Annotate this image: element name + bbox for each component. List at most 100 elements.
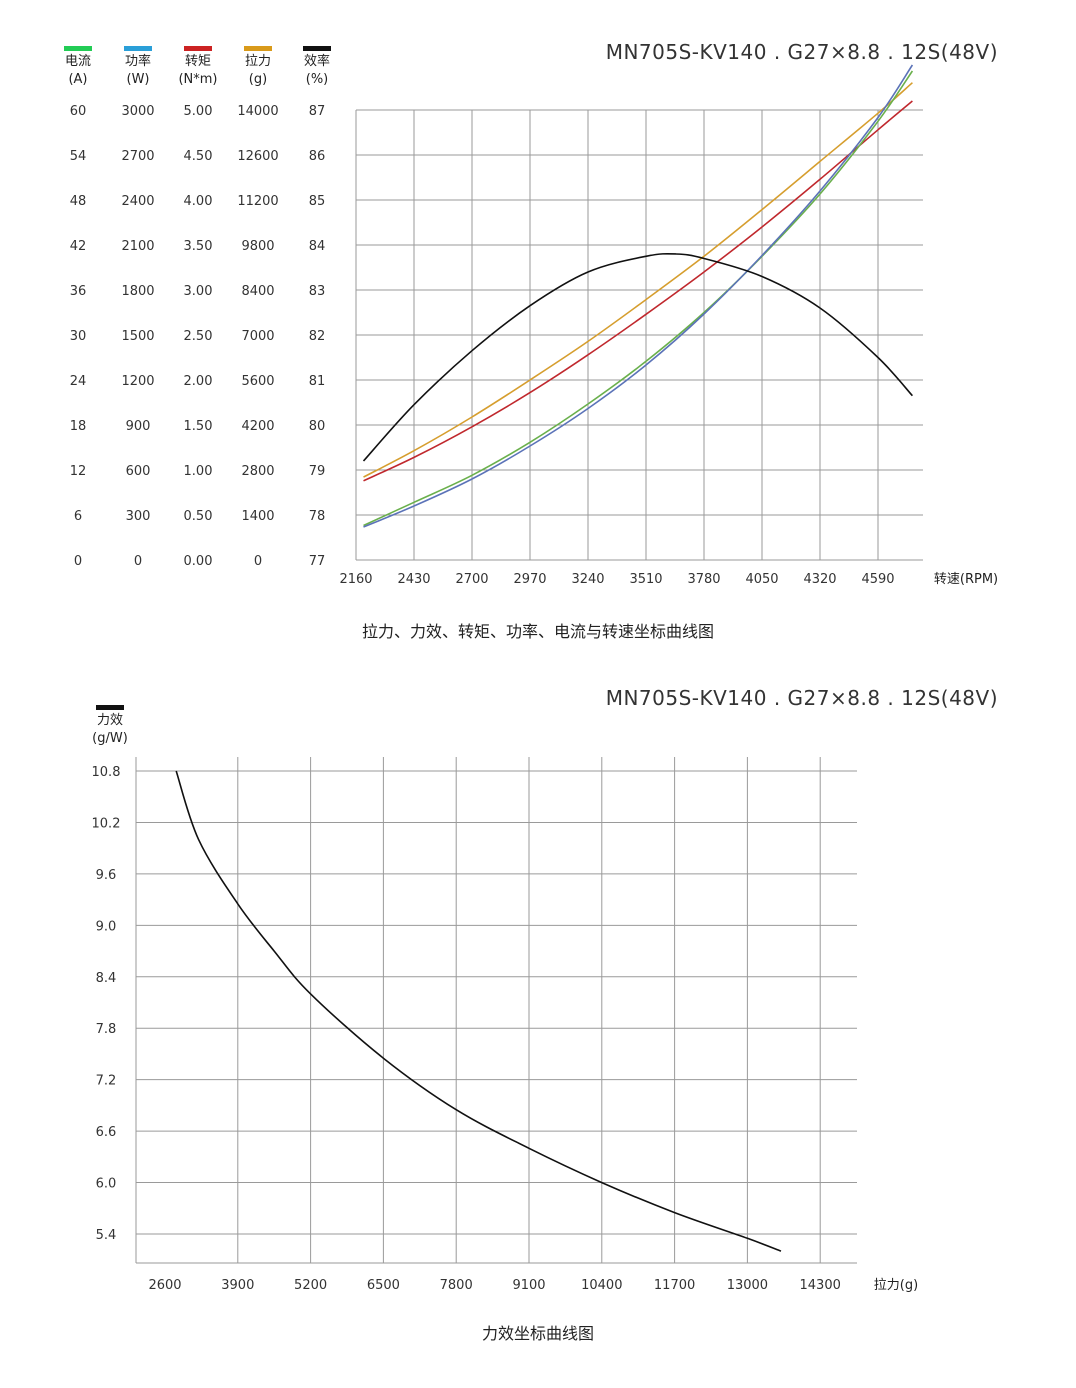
chart2-y-tick: 8.4 [96, 971, 117, 986]
chart1-y-tick: 900 [126, 419, 151, 434]
chart1-y-tick: 86 [309, 149, 326, 164]
chart1-x-axis-label: 转速(RPM) [934, 572, 998, 587]
current-swatch [64, 46, 92, 51]
chart1-y-tick: 3.50 [184, 239, 213, 254]
chart1-y-tick: 7000 [241, 329, 274, 344]
chart2-y-tick: 6.6 [96, 1125, 117, 1140]
chart2-x-tick: 7800 [440, 1278, 473, 1293]
chart1-y-tick: 2.50 [184, 329, 213, 344]
chart1-y-tick: 84 [309, 239, 326, 254]
chart1-y-tick: 82 [309, 329, 326, 344]
chart1-y-tick: 0 [74, 554, 82, 569]
chart1-x-tick: 3510 [629, 572, 662, 587]
chart2-caption: 力效坐标曲线图 [481, 1324, 594, 1343]
axis-unit-thrust: (g) [248, 72, 268, 87]
chart1-y-tick: 4.50 [184, 149, 213, 164]
chart1-x-tick: 3240 [571, 572, 604, 587]
chart1-y-tick: 0.00 [184, 554, 213, 569]
chart1-x-tick: 2970 [513, 572, 546, 587]
chart2-y-tick: 10.2 [92, 816, 121, 831]
chart2-x-tick: 10400 [581, 1278, 622, 1293]
axis-unit-current: (A) [68, 72, 88, 87]
axis-head-efficiency: 效率 (%) [287, 46, 347, 89]
chart2-y-tick: 6.0 [96, 1177, 117, 1192]
chart1-y-tick: 36 [70, 284, 87, 299]
axis-unit-torque: (N*m) [178, 72, 218, 87]
axis-name-force-efficiency: 力效 [96, 713, 123, 728]
chart1-y-tick: 24 [70, 374, 87, 389]
axis-name-efficiency: 效率 [303, 54, 330, 69]
chart1-series-line [363, 70, 914, 527]
chart1-y-tick: 78 [309, 509, 326, 524]
chart1-y-tick: 0 [254, 554, 262, 569]
chart1-series-line [363, 82, 913, 478]
chart2-y-tick: 5.4 [96, 1228, 117, 1243]
chart2-x-tick: 9100 [512, 1278, 545, 1293]
axis-unit-power: (W) [126, 72, 150, 87]
chart1-y-tick: 3.00 [184, 284, 213, 299]
chart1-y-tick: 12 [70, 464, 87, 479]
chart2-x-tick: 5200 [294, 1278, 327, 1293]
chart2-series-line [175, 770, 782, 1252]
axis-head-force-efficiency: 力效 (g/W) [80, 705, 140, 748]
torque-swatch [184, 46, 212, 51]
power-swatch [124, 46, 152, 51]
chart2-title: MN705S-KV140 . G27×8.8 . 12S(48V) [605, 686, 998, 710]
chart1-y-tick: 79 [309, 464, 326, 479]
chart2-y-tick: 7.2 [96, 1074, 117, 1089]
chart1-y-tick: 14000 [237, 104, 278, 119]
chart1-y-tick: 42 [70, 239, 87, 254]
chart1-y-tick: 5.00 [184, 104, 213, 119]
chart1-series-line [362, 252, 913, 462]
axis-name-torque: 转矩 [184, 54, 211, 69]
chart1-y-tick: 4200 [241, 419, 274, 434]
chart2-x-tick: 3900 [221, 1278, 254, 1293]
chart1-y-tick: 81 [309, 374, 326, 389]
chart2-y-tick: 9.0 [96, 919, 117, 934]
chart1-y-tick: 87 [309, 104, 326, 119]
axis-name-power: 功率 [124, 54, 151, 69]
efficiency-swatch [303, 46, 331, 51]
chart1-y-tick: 4.00 [184, 194, 213, 209]
chart1-y-tick: 11200 [237, 194, 278, 209]
chart1-y-tick: 80 [309, 419, 326, 434]
chart1-y-tick: 83 [309, 284, 326, 299]
chart1-y-tick: 77 [309, 554, 326, 569]
chart1-y-tick: 1400 [241, 509, 274, 524]
chart1-y-tick: 85 [309, 194, 326, 209]
chart1-y-tick: 5600 [241, 374, 274, 389]
chart1-x-tick: 4320 [803, 572, 836, 587]
axis-name-thrust: 拉力 [244, 54, 271, 69]
axis-unit-efficiency: (%) [305, 72, 329, 87]
chart1-y-tick: 9800 [241, 239, 274, 254]
chart2-y-tick: 7.8 [96, 1022, 117, 1037]
chart1-series-line [363, 64, 914, 528]
axis-head-current: 电流 (A) [48, 46, 108, 89]
chart1-x-tick: 2160 [339, 572, 372, 587]
chart1-x-tick: 4050 [745, 572, 778, 587]
axis-unit-force-efficiency: (g/W) [92, 731, 128, 746]
chart1-y-tick: 60 [70, 104, 87, 119]
chart1-y-tick: 18 [70, 419, 87, 434]
chart1-y-tick: 1800 [121, 284, 154, 299]
chart1-x-tick: 3780 [687, 572, 720, 587]
chart1-y-tick: 1.00 [184, 464, 213, 479]
thrust-swatch [244, 46, 272, 51]
chart1-y-tick: 1200 [121, 374, 154, 389]
chart2-x-axis-label: 拉力(g) [874, 1278, 918, 1293]
chart1-title: MN705S-KV140 . G27×8.8 . 12S(48V) [605, 40, 998, 64]
axis-head-thrust: 拉力 (g) [228, 46, 288, 89]
chart2-x-tick: 11700 [654, 1278, 695, 1293]
chart1-x-tick: 2430 [397, 572, 430, 587]
chart1-y-tick: 2100 [121, 239, 154, 254]
chart1-y-tick: 54 [70, 149, 87, 164]
axis-head-power: 功率 (W) [108, 46, 168, 89]
chart2-x-tick: 6500 [367, 1278, 400, 1293]
force-efficiency-swatch [96, 705, 124, 710]
chart2-x-tick: 14300 [800, 1278, 841, 1293]
chart2-y-tick: 9.6 [96, 868, 117, 883]
chart1-caption: 拉力、力效、转矩、功率、电流与转速坐标曲线图 [361, 622, 714, 641]
axis-head-torque: 转矩 (N*m) [168, 46, 228, 89]
chart2-x-tick: 2600 [148, 1278, 181, 1293]
chart1-y-tick: 6 [74, 509, 82, 524]
